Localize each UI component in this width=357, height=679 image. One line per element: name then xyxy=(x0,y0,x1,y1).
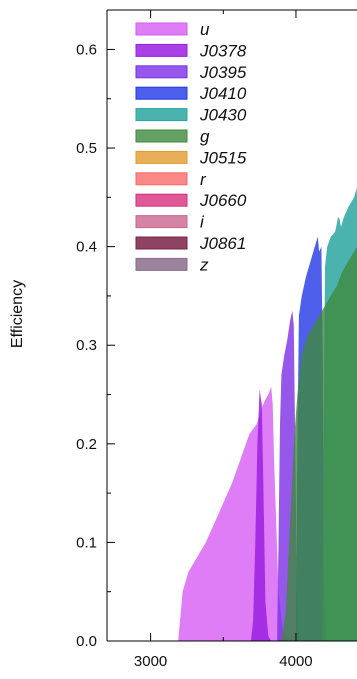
series-layer xyxy=(178,187,357,641)
legend-label-r: r xyxy=(200,170,207,189)
legend-swatch-r xyxy=(135,172,188,186)
legend-swatch-j0378 xyxy=(135,43,188,57)
legend-label-j0378: J0378 xyxy=(199,41,247,60)
y-tick-label: 0.1 xyxy=(76,534,97,551)
x-tick-label: 4000 xyxy=(279,653,312,670)
legend-swatch-j0410 xyxy=(135,86,188,100)
legend-swatch-j0430 xyxy=(135,108,188,122)
legend-label-j0515: J0515 xyxy=(199,148,247,167)
y-tick-label: 0.3 xyxy=(76,337,97,354)
legend-swatch-j0515 xyxy=(135,150,188,164)
legend-swatch-j0660 xyxy=(135,193,188,207)
y-axis-title: Efficiency xyxy=(9,280,26,348)
y-tick-label: 0.4 xyxy=(76,239,97,256)
axes-layer: 0.0 0.1 0.2 0.3 0.4 0.5 0.6 3000 4000 xyxy=(76,9,357,670)
legend: u J0378 J0395 J0410 J0430 g J0515 r J0660 i J0861 z xyxy=(135,20,247,274)
legend-label-g: g xyxy=(200,127,210,146)
y-tick-label: 0.5 xyxy=(76,140,97,157)
series-area-g xyxy=(281,246,357,641)
y-tick-label: 0.0 xyxy=(76,633,97,650)
legend-label-j0410: J0410 xyxy=(199,84,247,103)
legend-label-j0861: J0861 xyxy=(199,234,246,253)
y-tick-label: 0.6 xyxy=(76,41,97,58)
legend-swatch-i xyxy=(135,215,188,229)
legend-label-j0395: J0395 xyxy=(199,63,247,82)
series-area-u xyxy=(178,386,304,641)
legend-label-i: i xyxy=(200,213,205,232)
legend-swatch-j0395 xyxy=(135,65,188,79)
legend-label-j0430: J0430 xyxy=(199,106,247,125)
legend-label-j0660: J0660 xyxy=(199,191,247,210)
legend-label-z: z xyxy=(199,255,209,274)
legend-swatch-z xyxy=(135,257,188,271)
legend-swatch-u xyxy=(135,22,188,36)
legend-label-u: u xyxy=(200,20,210,39)
series-area-j0378 xyxy=(250,389,272,641)
x-tick-label: 3000 xyxy=(134,653,167,670)
legend-swatch-j0861 xyxy=(135,236,188,250)
legend-swatch-g xyxy=(135,129,188,143)
y-tick-label: 0.2 xyxy=(76,436,97,453)
